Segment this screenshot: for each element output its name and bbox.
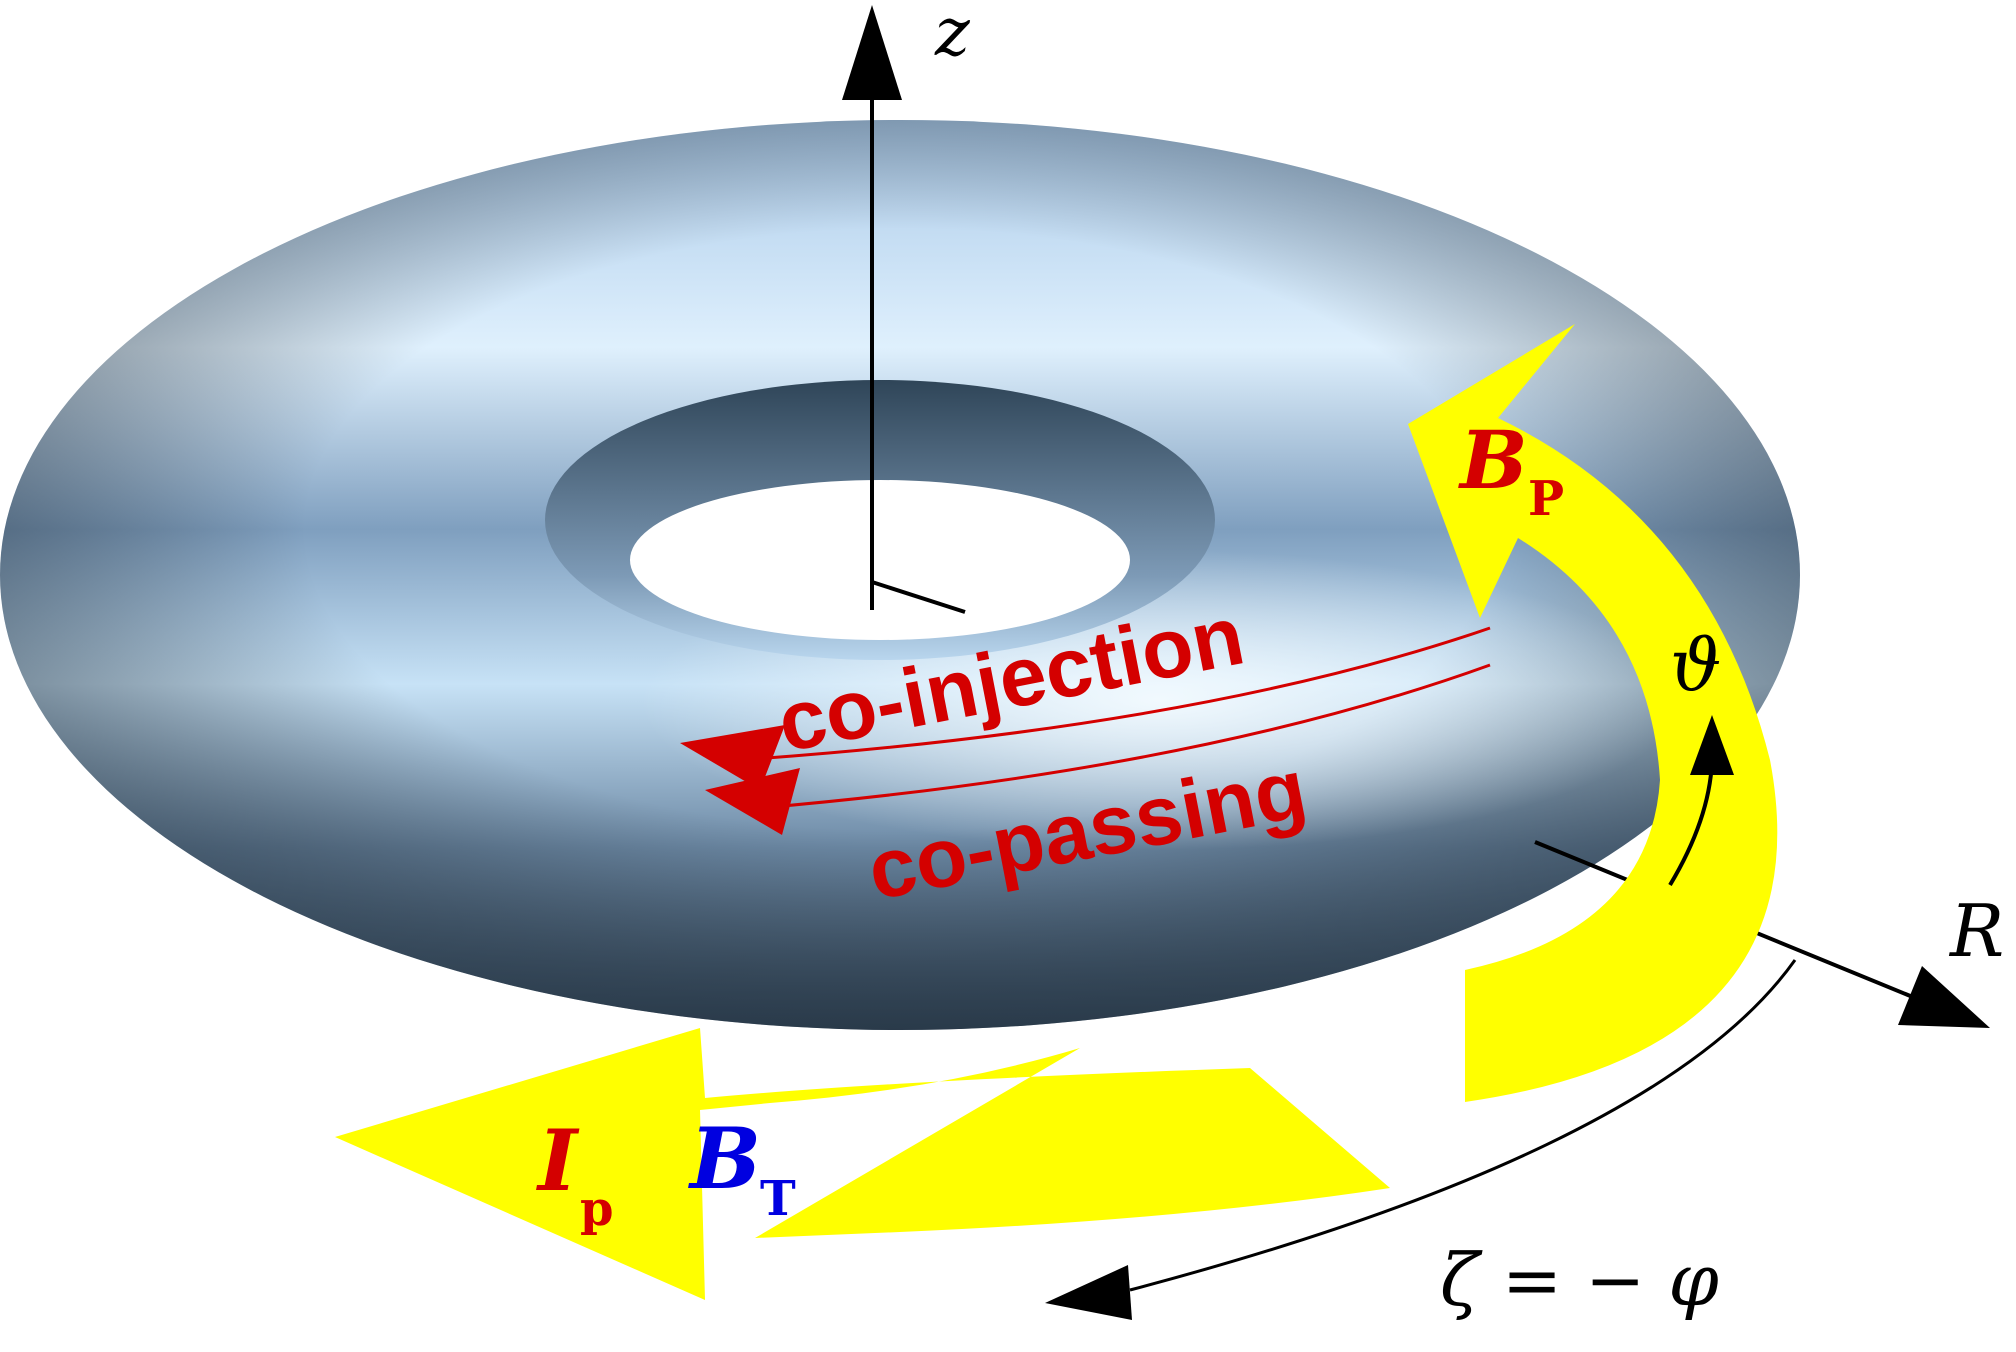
zeta-arrow-line — [1129, 959, 1797, 1292]
r-axis-origin-line — [871, 580, 966, 614]
z-axis-label: z — [934, 0, 971, 71]
bp-arrow — [1408, 324, 1778, 1102]
z-axis-arrowhead — [842, 5, 902, 100]
torus — [0, 120, 1800, 1030]
flow-arrows — [680, 626, 1491, 835]
ip-label-sub: p — [580, 1181, 614, 1237]
co-passing-arrow-line — [759, 663, 1491, 810]
r-axis-label: R — [1948, 889, 2004, 973]
bt-label-sub: T — [760, 1171, 796, 1227]
bt-ip-arrow — [335, 1028, 1390, 1300]
zeta-label: ζ = − φ — [1440, 1238, 1719, 1322]
bp-label-sub: P — [1528, 471, 1564, 527]
bp-label-main: B — [1458, 413, 1528, 507]
axes — [842, 5, 1990, 1028]
torus-hole — [630, 480, 1130, 640]
co-passing-arrowhead — [705, 768, 800, 835]
zeta-arrowhead — [1045, 1265, 1132, 1320]
theta-label: ϑ — [1670, 623, 1721, 707]
theta-arrowhead — [1690, 715, 1734, 775]
bt-label-main: B — [688, 1109, 761, 1208]
co-injection-arrow-line — [739, 626, 1491, 762]
ip-label-main: I — [536, 1111, 580, 1210]
r-axis-arrowhead — [1898, 966, 1990, 1028]
co-injection-arrowhead — [680, 725, 785, 790]
